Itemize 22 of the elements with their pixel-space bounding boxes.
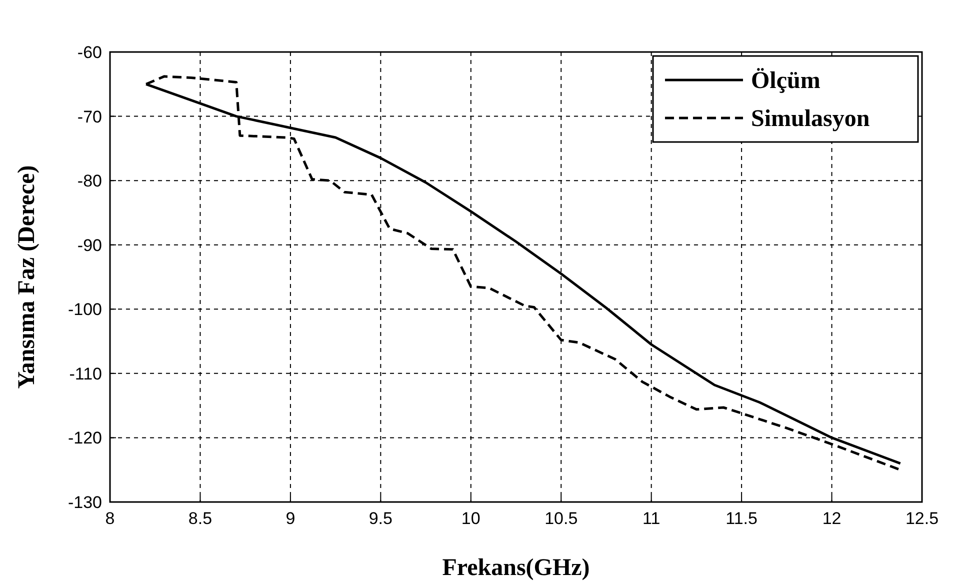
y-tick-label: -90: [77, 236, 102, 255]
x-axis-title: Frekans(GHz): [442, 555, 590, 581]
y-tick-label: -70: [77, 107, 102, 126]
x-tick-label: 12: [822, 509, 842, 528]
y-tick-label: -130: [68, 493, 102, 512]
y-tick-label: -100: [68, 300, 102, 320]
y-axis-title: Yansıma Faz (Derece): [14, 165, 40, 389]
y-tick-label: -60: [77, 43, 102, 62]
y-tick-label: -120: [68, 428, 102, 448]
x-tick-label: 12.5: [905, 509, 939, 528]
x-tick-label: 9: [286, 509, 296, 528]
x-tick-label: 10: [461, 509, 480, 528]
y-tick-label: -110: [69, 364, 102, 384]
x-tick-label: 8.5: [188, 509, 212, 528]
legend-label: Simulasyon: [751, 106, 870, 132]
legend-label: Ölçüm: [751, 68, 820, 94]
y-tick-label: -80: [77, 172, 102, 191]
x-tick-label: 10.5: [544, 509, 578, 528]
x-tick-label: 11: [642, 509, 660, 528]
x-tick-label: 8: [105, 509, 115, 528]
x-tick-label: 9.5: [368, 509, 392, 528]
x-tick-label: 11.5: [726, 509, 758, 528]
